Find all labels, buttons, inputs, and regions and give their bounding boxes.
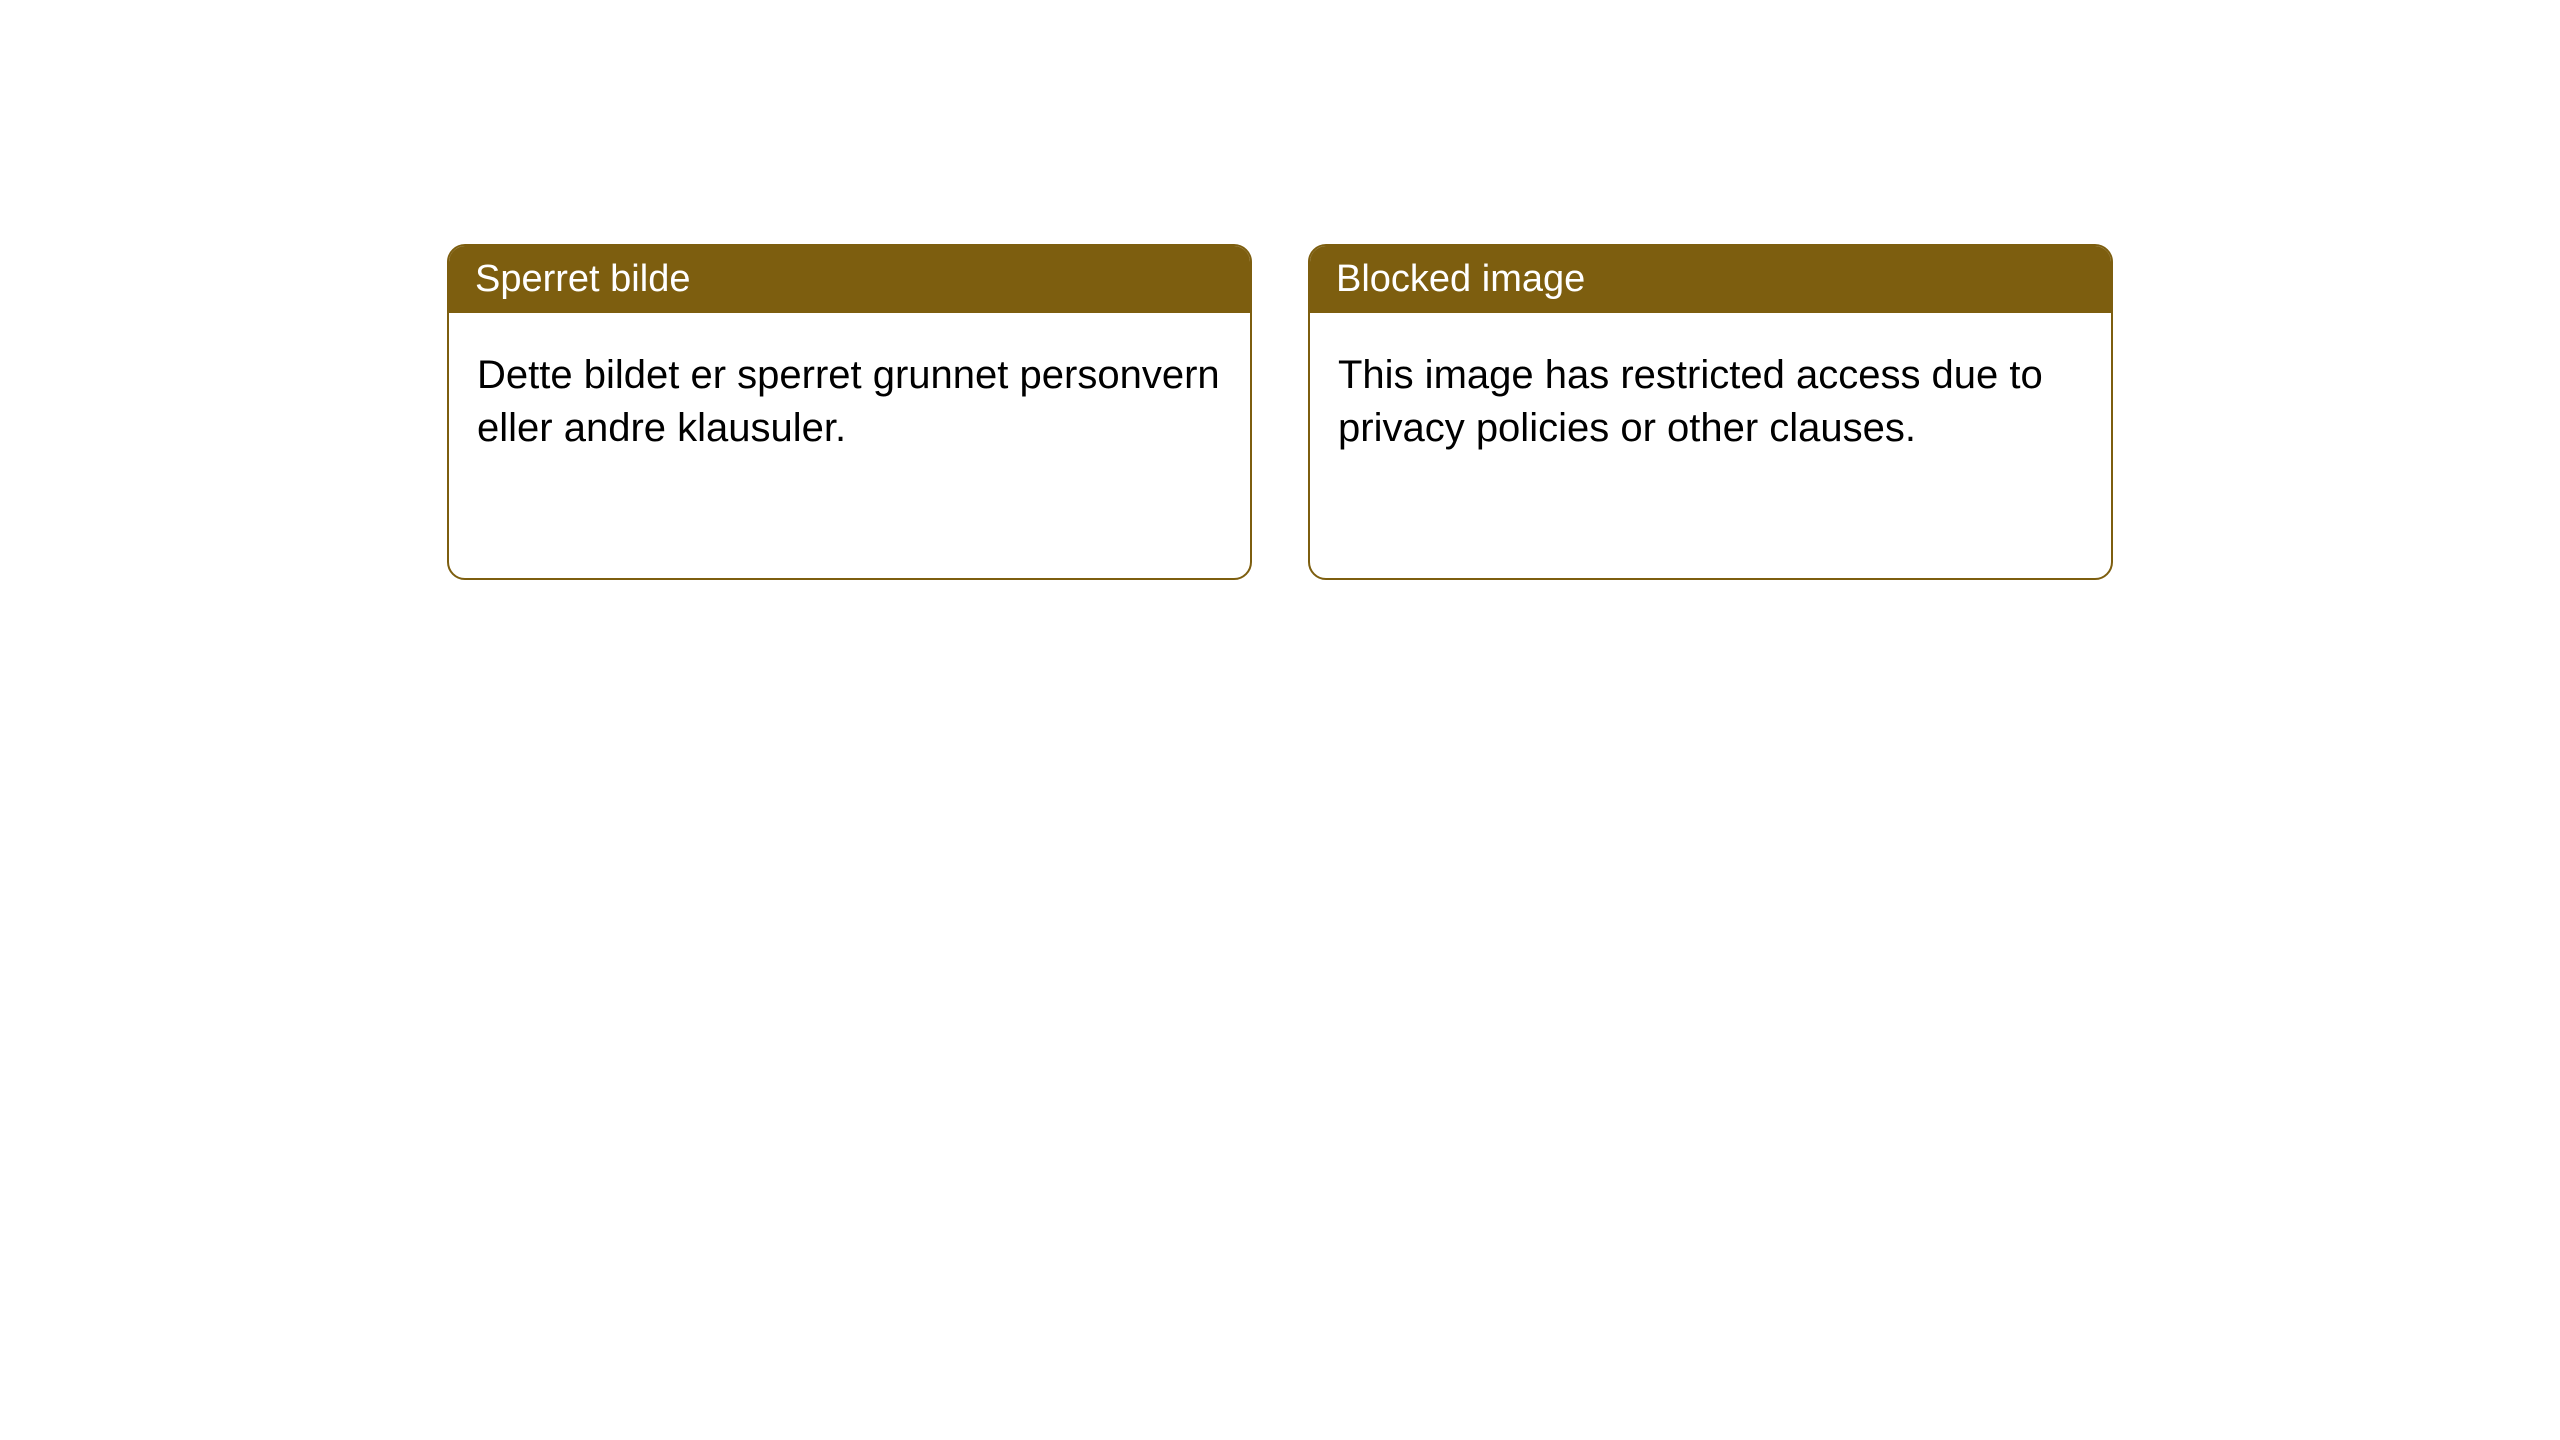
notice-card-english: Blocked image This image has restricted …: [1308, 244, 2113, 580]
notice-card-norwegian: Sperret bilde Dette bildet er sperret gr…: [447, 244, 1252, 580]
card-body-text: This image has restricted access due to …: [1338, 353, 2043, 450]
notice-container: Sperret bilde Dette bildet er sperret gr…: [0, 0, 2560, 580]
card-header: Blocked image: [1310, 246, 2111, 313]
card-body-text: Dette bildet er sperret grunnet personve…: [477, 353, 1220, 450]
card-header: Sperret bilde: [449, 246, 1250, 313]
card-body: Dette bildet er sperret grunnet personve…: [449, 313, 1250, 491]
card-title: Sperret bilde: [475, 258, 690, 300]
card-body: This image has restricted access due to …: [1310, 313, 2111, 491]
card-title: Blocked image: [1336, 258, 1585, 300]
